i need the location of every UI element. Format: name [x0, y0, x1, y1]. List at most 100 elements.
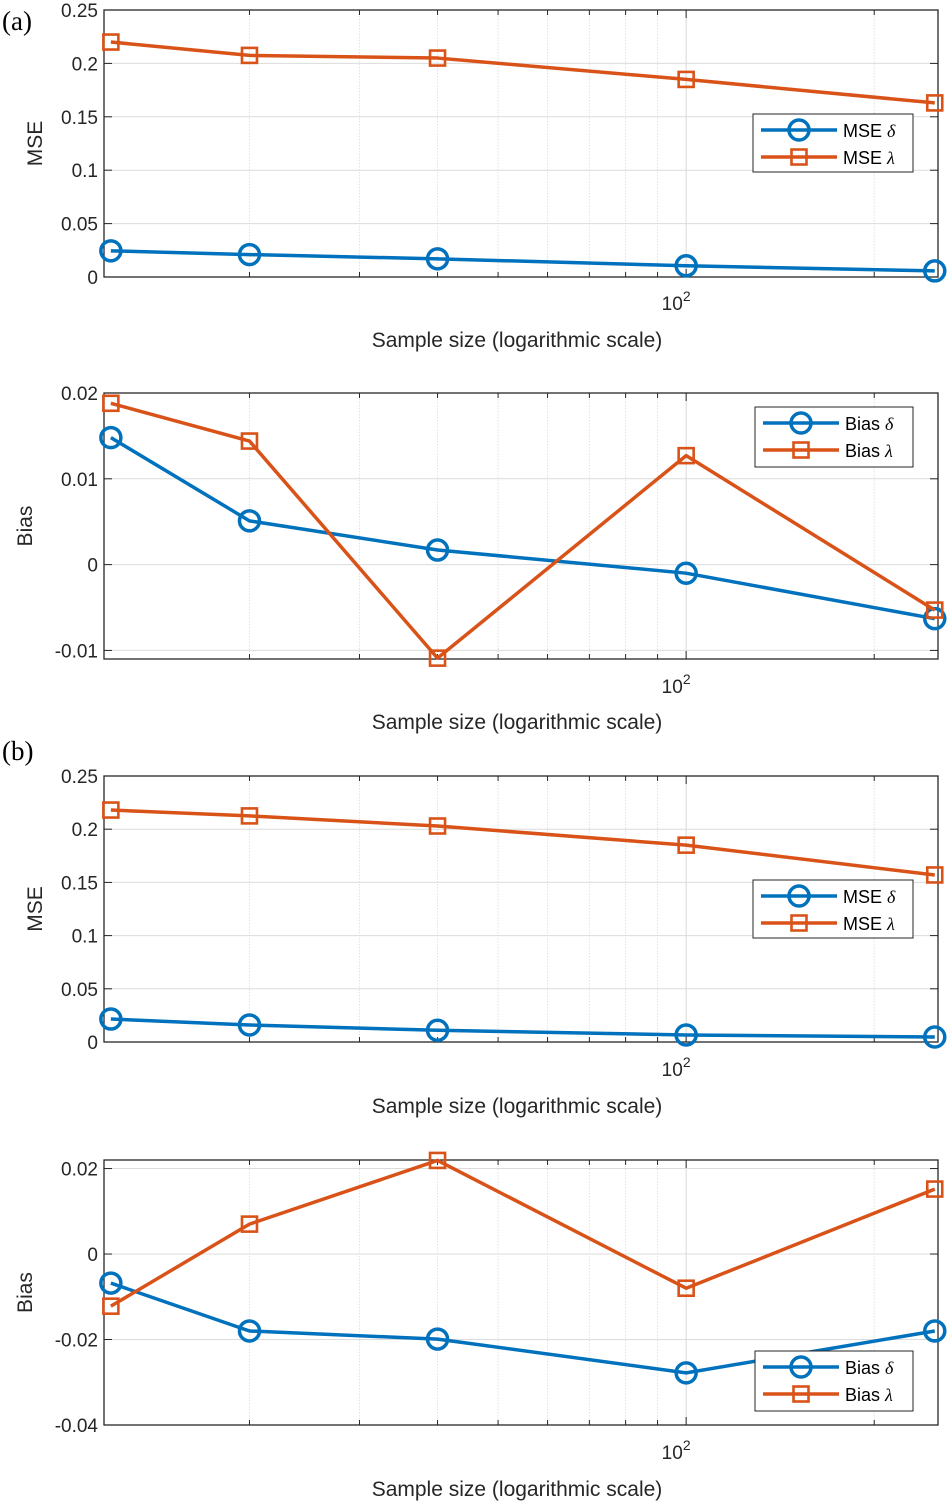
data-point-circle — [923, 1319, 947, 1343]
legend-label-name: MSE — [843, 914, 882, 934]
data-point-square — [102, 33, 120, 51]
series-mse-delta — [99, 239, 947, 283]
data-point-square — [428, 49, 447, 67]
legend-circle-marker — [787, 118, 811, 142]
y-tick-label: 0 — [87, 1245, 98, 1266]
data-point-square — [925, 866, 944, 884]
series-line — [110, 401, 936, 660]
data-point-square — [677, 446, 695, 465]
legend-item: Bias λ — [763, 441, 893, 461]
data-point-square — [240, 1215, 259, 1233]
series-mse-lambda — [102, 33, 944, 112]
data-point-circle — [99, 425, 123, 450]
x-tick-label-exponent: 2 — [683, 671, 691, 687]
x-tick-label: 102 — [662, 1437, 691, 1464]
x-tick-label-base: 10 — [662, 294, 683, 315]
series-line — [110, 808, 935, 877]
legend-label: Bias δ — [845, 414, 894, 434]
data-point-circle — [99, 239, 123, 263]
y-axis-label: Bias — [14, 1272, 37, 1313]
series-bias-lambda — [102, 1151, 944, 1315]
legend-label-name: MSE — [843, 121, 882, 141]
y-axis-label: MSE — [24, 121, 47, 167]
x-axis-label: Sample size (logarithmic scale) — [372, 1095, 663, 1118]
x-tick-label-base: 10 — [662, 1060, 683, 1081]
x-axis-label: Sample size (logarithmic scale) — [372, 329, 663, 352]
data-point-square — [102, 801, 120, 819]
y-tick-label: 0 — [87, 268, 98, 289]
legend-item: MSE λ — [761, 148, 895, 168]
x-tick-label-base: 10 — [662, 677, 683, 698]
legend-label: Bias λ — [845, 441, 893, 461]
series-line — [110, 249, 935, 273]
x-tick-label: 102 — [662, 671, 691, 698]
series-mse-lambda — [102, 801, 944, 884]
legend-label: MSE δ — [843, 887, 896, 907]
y-tick-label: 0.25 — [61, 1, 98, 22]
legend-label-symbol: δ — [887, 121, 896, 141]
y-tick-label: -0.01 — [55, 641, 98, 662]
legend-circle-marker — [789, 411, 813, 435]
legend-label-symbol: δ — [887, 887, 896, 907]
data-point-circle — [425, 1327, 450, 1351]
x-tick-label-exponent: 2 — [683, 1437, 691, 1453]
data-point-circle — [425, 1018, 450, 1043]
data-point-circle — [99, 1271, 123, 1295]
data-point-circle — [99, 1007, 123, 1031]
data-point-circle — [923, 259, 947, 283]
x-tick-label-exponent: 2 — [683, 288, 691, 304]
legend-square-marker — [792, 441, 810, 459]
y-tick-label: -0.04 — [55, 1416, 99, 1437]
data-point-circle — [674, 1361, 698, 1385]
legend-box — [754, 406, 914, 468]
axes-box — [103, 9, 939, 278]
series-bias-lambda — [102, 394, 944, 667]
legend-label-name: Bias — [845, 414, 880, 434]
legend-item: Bias δ — [763, 1355, 894, 1379]
chart-panel-4: -0.04 -0.02 0 0.02 102 Sample size (logarithm… — [14, 1151, 947, 1501]
legend-label-symbol: λ — [884, 1385, 893, 1405]
data-point-square — [240, 46, 259, 65]
legend-label-symbol: λ — [884, 441, 893, 461]
data-point-circle — [237, 1319, 262, 1343]
data-point-circle — [674, 1023, 698, 1047]
ticks: 0 0.05 0.1 0.15 0.2 0.25 102 — [61, 1, 938, 315]
x-axis-label: Sample size (logarithmic scale) — [372, 1478, 663, 1501]
chart-panel-3: 0 0.05 0.1 0.15 0.2 0.25 102 Sample size (logar… — [2, 736, 947, 1118]
data-point-square — [240, 807, 259, 825]
legend-label-symbol: δ — [885, 1358, 894, 1378]
y-tick-label: 0 — [87, 1033, 98, 1054]
chart-panel-1: 0 0.05 0.1 0.15 0.2 0.25 102 Sample size (logar… — [2, 1, 947, 352]
legend-label-symbol: λ — [886, 148, 895, 168]
y-tick-label: 0.1 — [72, 161, 98, 182]
data-point-circle — [237, 509, 262, 533]
y-tick-label: 0.02 — [61, 384, 98, 405]
series-line — [110, 40, 935, 105]
y-tick-label: 0.05 — [61, 980, 98, 1001]
data-point-circle — [425, 538, 450, 562]
data-point-square — [428, 1151, 447, 1170]
legend-box — [752, 879, 914, 939]
data-point-circle — [237, 1013, 262, 1037]
legend-square-marker — [790, 914, 808, 932]
y-tick-label: 0.01 — [61, 470, 98, 491]
axes-box — [103, 392, 939, 660]
y-tick-label: 0 — [87, 556, 98, 577]
legend-label-name: Bias — [845, 1385, 880, 1405]
legend-label-name: Bias — [845, 1358, 880, 1378]
data-point-square — [677, 70, 695, 89]
y-tick-label: 0.05 — [61, 215, 98, 236]
chart-panel-2: -0.01 0 0.01 0.02 102 Sample size (logarithmi… — [14, 384, 947, 734]
data-point-square — [102, 394, 120, 413]
data-point-square — [240, 432, 259, 450]
series-line — [110, 1017, 935, 1039]
data-point-square — [925, 1180, 944, 1198]
data-point-square — [925, 94, 944, 112]
legend-square-marker — [792, 1385, 810, 1403]
y-tick-label: 0.1 — [72, 927, 98, 948]
legend-item: MSE δ — [761, 118, 896, 142]
ticks: -0.01 0 0.01 0.02 102 — [55, 384, 938, 698]
legend-item: MSE δ — [761, 884, 896, 908]
